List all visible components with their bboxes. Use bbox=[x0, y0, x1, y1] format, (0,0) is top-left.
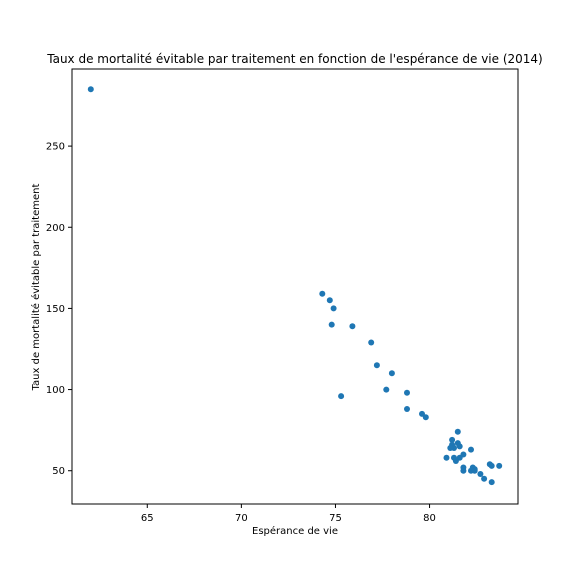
y-axis-ticks: 50 100 150 200 250 bbox=[46, 142, 72, 477]
x-tick-label-80: 80 bbox=[423, 513, 436, 524]
data-point-23 bbox=[468, 446, 474, 453]
data-point-6 bbox=[349, 323, 356, 330]
y-tick-label-150: 150 bbox=[46, 304, 65, 315]
x-tick-label-65: 65 bbox=[141, 513, 154, 524]
data-point-31 bbox=[496, 462, 503, 469]
data-point-1 bbox=[87, 86, 94, 93]
data-point-22 bbox=[447, 445, 454, 451]
x-axis-label: Espérance de vie bbox=[252, 525, 338, 537]
data-point-39 bbox=[481, 475, 488, 482]
y-tick-label-100: 100 bbox=[46, 385, 65, 396]
data-point-20 bbox=[456, 443, 463, 450]
data-point-25 bbox=[443, 454, 450, 461]
x-tick-label-70: 70 bbox=[235, 513, 248, 524]
x-axis-ticks: 65 70 75 80 bbox=[141, 504, 436, 524]
data-point-16 bbox=[454, 428, 461, 435]
data-point-28 bbox=[452, 458, 459, 464]
data-point-17 bbox=[449, 436, 456, 443]
plot-frame bbox=[71, 68, 519, 505]
data-point-10 bbox=[338, 393, 345, 400]
y-tick-label-50: 50 bbox=[52, 466, 65, 477]
data-point-3 bbox=[326, 297, 333, 304]
data-point-38 bbox=[477, 471, 484, 477]
plot-area: 65 70 75 80 50 100 150 200 250 bbox=[46, 68, 519, 524]
data-point-15 bbox=[422, 414, 429, 421]
data-point-9 bbox=[388, 370, 395, 377]
data-point-35 bbox=[460, 467, 467, 474]
data-point-11 bbox=[383, 386, 390, 393]
data-point-5 bbox=[328, 321, 335, 328]
data-point-7 bbox=[368, 339, 375, 346]
data-point-13 bbox=[404, 406, 410, 412]
data-point-12 bbox=[404, 389, 410, 396]
y-tick-label-250: 250 bbox=[46, 142, 65, 153]
y-tick-label-200: 200 bbox=[46, 223, 65, 234]
data-point-8 bbox=[373, 362, 380, 369]
chart-title: Taux de mortalité évitable par traitemen… bbox=[46, 52, 542, 66]
data-point-40 bbox=[488, 479, 495, 486]
data-point-30 bbox=[488, 462, 495, 469]
data-point-2 bbox=[319, 290, 326, 297]
data-point-37 bbox=[471, 467, 478, 474]
y-axis-label: Taux de mortalité évitable par traitemen… bbox=[30, 184, 42, 392]
data-points bbox=[87, 86, 503, 486]
x-tick-label-75: 75 bbox=[329, 513, 342, 524]
data-point-4 bbox=[330, 305, 337, 312]
